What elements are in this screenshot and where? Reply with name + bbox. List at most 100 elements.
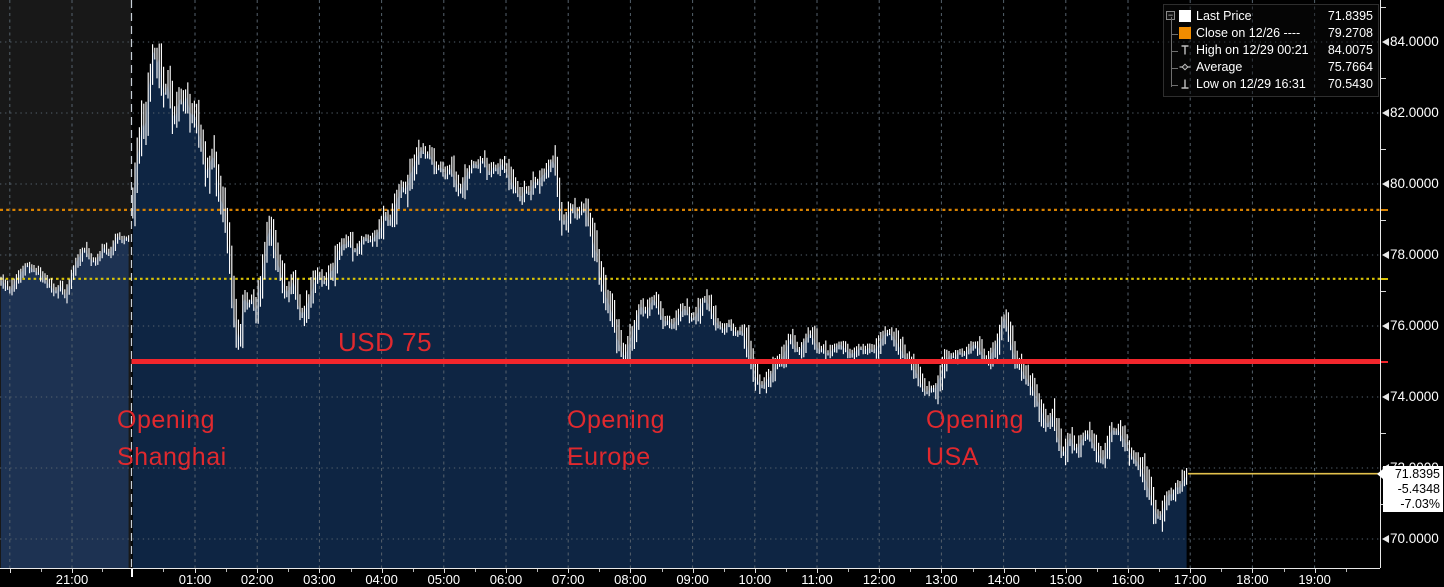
y-tick-arrow-icon — [1382, 393, 1389, 401]
x-tick — [257, 569, 259, 573]
y-axis-label: 78.0000 — [1390, 247, 1439, 262]
high-marker-icon — [1181, 45, 1189, 55]
x-tick — [9, 569, 11, 573]
x-tick — [630, 569, 632, 573]
axis-corner — [1380, 568, 1444, 587]
x-minor-tick — [226, 569, 228, 572]
x-minor-tick — [1345, 569, 1347, 572]
y-minor-tick — [1381, 432, 1386, 434]
annotation-line: Opening — [117, 406, 216, 434]
x-minor-tick — [101, 569, 103, 572]
x-minor-tick — [474, 569, 476, 572]
x-tick — [381, 569, 383, 573]
x-axis-label: 02:00 — [240, 572, 274, 587]
chart-legend[interactable]: − Last Price 71.8395 Close on 12/26 ---- 79… — [1163, 4, 1379, 97]
legend-label: Close on 12/26 ---- — [1196, 25, 1301, 40]
x-minor-tick — [350, 569, 352, 572]
annotation-usd75: USD 75 — [338, 327, 433, 357]
legend-label: Average — [1196, 60, 1243, 75]
y-axis-label: 76.0000 — [1390, 318, 1439, 333]
y-tick-arrow-icon — [1382, 180, 1389, 188]
pct-change-value: -7.03% — [1400, 497, 1440, 511]
x-axis-label: 12:00 — [862, 572, 896, 587]
x-tick — [319, 569, 321, 573]
x-tick — [72, 569, 73, 573]
x-tick — [1252, 569, 1254, 573]
yellow-level-tick — [1381, 277, 1388, 280]
annotation-line: Europe — [567, 443, 651, 471]
x-minor-tick — [848, 569, 850, 572]
x-tick — [879, 569, 881, 573]
x-axis-label: 07:00 — [551, 572, 585, 587]
legend-row-0[interactable]: Last Price 71.8395 — [1164, 7, 1373, 24]
legend-row-2[interactable]: High on 12/29 00:21 84.0075 — [1164, 41, 1373, 58]
x-minor-tick — [1283, 569, 1285, 572]
legend-label: High on 12/29 00:21 — [1196, 42, 1309, 57]
price-tag-arrow-icon — [1377, 469, 1383, 479]
legend-expander-icon[interactable]: − — [1166, 10, 1175, 20]
x-axis[interactable]: 21:00 01:00 02:00 03:00 04:00 05:00 06:00 07:00… — [0, 568, 1380, 587]
x-axis-label: 11:00 — [801, 572, 833, 587]
annotation-opening-shanghai: Opening Shanghai — [117, 402, 227, 476]
x-tick — [1190, 569, 1192, 573]
legend-value: 79.2708 — [1327, 25, 1373, 40]
session-break-tick — [130, 569, 133, 577]
legend-row-4[interactable]: Low on 12/29 16:31 70.5430 — [1164, 76, 1373, 93]
legend-tree-line — [1171, 17, 1172, 87]
x-minor-tick — [661, 569, 663, 572]
y-axis-label: 70.0000 — [1390, 531, 1439, 546]
x-minor-tick — [412, 569, 414, 572]
y-tick-arrow-icon — [1382, 38, 1389, 46]
x-axis-label: 18:00 — [1236, 572, 1269, 587]
x-tick — [941, 569, 943, 573]
chart-plot-area: USD 75 Opening Shanghai Opening Europe O… — [0, 0, 1380, 568]
x-tick — [692, 569, 694, 573]
y-minor-tick — [1381, 148, 1386, 150]
legend-tree-stub — [1172, 68, 1178, 69]
x-axis-label: 08:00 — [614, 572, 647, 587]
annotation-line: Opening — [926, 406, 1025, 434]
y-tick-arrow-icon — [1382, 109, 1389, 117]
y-minor-tick — [1381, 290, 1386, 292]
x-axis-label: 04:00 — [365, 572, 398, 587]
legend-tree-stub — [1172, 85, 1178, 86]
x-axis-label: 13:00 — [925, 572, 958, 587]
y-axis-label: 84.0000 — [1390, 34, 1439, 49]
x-tick — [568, 569, 570, 573]
last-price-tag: 71.8395 -5.4348 -7.03% — [1377, 466, 1443, 512]
last-price-swatch — [1179, 9, 1191, 22]
annotation-line: Shanghai — [117, 443, 227, 471]
average-marker-icon — [1179, 63, 1191, 71]
x-minor-tick — [288, 569, 290, 572]
x-minor-tick — [537, 569, 539, 572]
x-tick — [1128, 569, 1129, 573]
x-tick — [443, 569, 445, 573]
x-minor-tick — [599, 569, 601, 572]
annotation-line: Opening — [567, 406, 666, 434]
y-axis-label: 74.0000 — [1390, 389, 1439, 404]
x-tick — [817, 569, 818, 573]
legend-value: 84.0075 — [1327, 42, 1373, 57]
x-axis-label: 16:00 — [1111, 572, 1145, 587]
legend-row-1[interactable]: Close on 12/26 ---- 79.2708 — [1164, 24, 1373, 41]
x-axis-label: 01:00 — [178, 572, 212, 587]
x-tick — [506, 569, 507, 573]
legend-value: 75.7664 — [1327, 60, 1373, 75]
x-tick — [195, 569, 196, 573]
x-tick — [754, 569, 756, 573]
legend-value: 70.5430 — [1327, 77, 1373, 92]
x-axis-label: 03:00 — [303, 572, 336, 587]
x-minor-tick — [723, 569, 725, 572]
x-axis-label: 06:00 — [489, 572, 523, 587]
x-minor-tick — [1096, 569, 1098, 572]
y-tick-arrow-icon — [1382, 535, 1389, 543]
x-axis-label: 19:00 — [1298, 572, 1331, 587]
usd75-level-tick — [1381, 360, 1388, 363]
legend-row-3[interactable]: Average 75.7664 — [1164, 59, 1373, 76]
y-minor-tick — [1381, 6, 1386, 8]
y-axis[interactable]: 84.0000 82.0000 80.0000 78.0000 76.0000 74.00… — [1377, 0, 1444, 568]
x-tick — [1065, 569, 1067, 573]
x-minor-tick — [910, 569, 912, 572]
x-tick — [1003, 569, 1005, 573]
x-axis-label: 21:00 — [55, 572, 89, 587]
